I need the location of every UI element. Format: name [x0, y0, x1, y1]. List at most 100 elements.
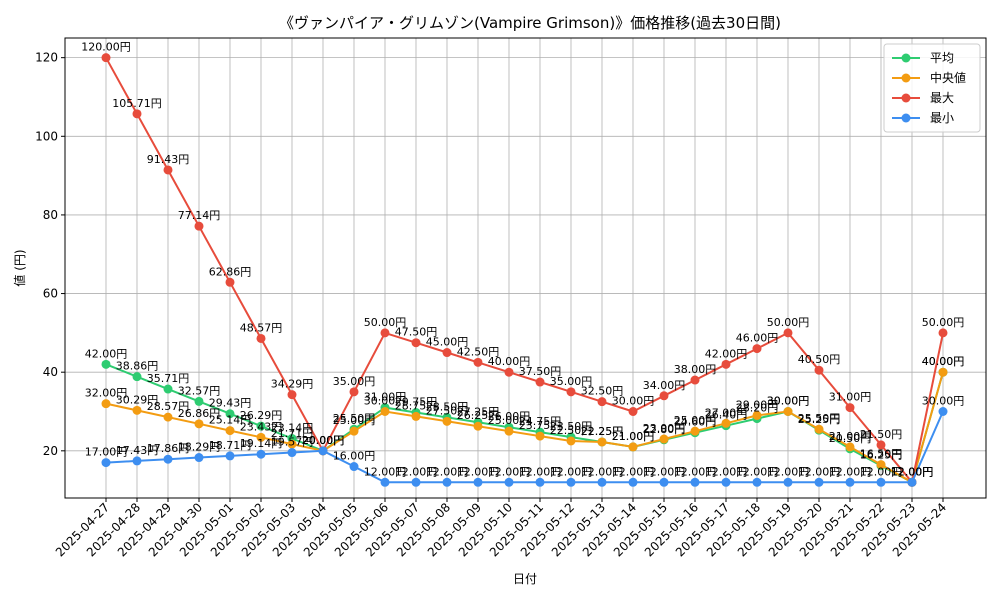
data-label: 35.71円: [147, 372, 190, 385]
data-point: [442, 416, 452, 426]
data-point: [194, 419, 204, 429]
data-label: 21.00円: [829, 430, 872, 443]
data-point: [225, 426, 235, 436]
data-point: [845, 477, 855, 487]
data-point: [814, 477, 824, 487]
data-label: 27.00円: [705, 406, 748, 419]
data-point: [473, 421, 483, 431]
data-label: 20.00円: [302, 434, 345, 447]
data-point: [845, 403, 855, 413]
data-point: [721, 359, 731, 369]
legend-entry: 最小: [930, 111, 954, 125]
data-label: 50.00円: [364, 316, 407, 329]
data-label: 25.00円: [488, 414, 531, 427]
data-label: 19.57円: [271, 436, 314, 449]
data-label: 27.50円: [426, 404, 469, 417]
data-label: 34.00円: [643, 379, 686, 392]
data-point: [101, 458, 111, 468]
legend-marker: [901, 73, 911, 83]
data-point: [411, 477, 421, 487]
data-point: [752, 344, 762, 354]
data-label: 20.50円: [829, 432, 872, 445]
data-label: 19.14円: [240, 437, 283, 450]
data-point: [132, 405, 142, 415]
data-point: [473, 357, 483, 367]
data-point: [256, 449, 266, 459]
data-point: [349, 387, 359, 397]
y-tick-label: 20: [43, 444, 58, 458]
data-label: 48.57円: [240, 321, 283, 334]
data-label: 20.00円: [302, 434, 345, 447]
series-line-1: [105, 371, 944, 484]
data-point: [535, 431, 545, 441]
data-label: 38.00円: [674, 363, 717, 376]
legend-box: [883, 43, 981, 133]
data-point: [194, 396, 204, 406]
data-point: [132, 456, 142, 466]
data-point: [690, 426, 700, 436]
data-label: 20.00円: [302, 434, 345, 447]
data-point: [783, 407, 793, 417]
data-label: 24.60円: [674, 416, 717, 429]
data-label: 32.57円: [178, 384, 221, 397]
x-axis-label: 日付: [513, 572, 537, 586]
data-label: 35.00円: [550, 375, 593, 388]
data-label: 12.00円: [891, 465, 934, 478]
data-label: 12.00円: [488, 465, 531, 478]
legend-entry: 平均: [930, 51, 954, 65]
data-label: 17.00円: [85, 446, 128, 459]
data-labels: 42.00円38.86円35.71円32.57円29.43円26.29円23.1…: [81, 41, 964, 479]
data-label: 28.57円: [147, 400, 190, 413]
data-point: [442, 348, 452, 358]
data-label: 12.00円: [519, 465, 562, 478]
data-point: [752, 477, 762, 487]
data-point: [566, 436, 576, 446]
data-label: 50.00円: [922, 316, 965, 329]
data-label: 21.00円: [612, 430, 655, 443]
data-point: [380, 328, 390, 338]
y-tick-label: 100: [35, 129, 58, 143]
data-point: [473, 477, 483, 487]
data-label: 29.75円: [395, 395, 438, 408]
data-label: 29.43円: [209, 397, 252, 410]
data-label: 23.14円: [271, 421, 314, 434]
data-label: 12.00円: [364, 465, 407, 478]
data-label: 62.86円: [209, 265, 252, 278]
data-label: 12.00円: [767, 465, 810, 478]
data-label: 12.00円: [891, 465, 934, 478]
data-label: 21.50円: [860, 428, 903, 441]
data-label: 37.50円: [519, 365, 562, 378]
data-point: [194, 453, 204, 463]
y-tick-label: 120: [35, 51, 58, 65]
data-point: [287, 439, 297, 449]
data-point: [566, 477, 576, 487]
data-label: 25.25円: [798, 413, 841, 426]
data-point: [504, 367, 514, 377]
data-label: 40.00円: [922, 355, 965, 368]
y-axis-label: 値 (円): [12, 249, 27, 286]
data-label: 16.00円: [333, 450, 376, 463]
data-label: 25.14円: [209, 414, 252, 427]
data-label: 18.71円: [209, 439, 252, 452]
data-label: 105.71円: [112, 97, 162, 110]
series-layer: [101, 53, 948, 487]
data-point: [907, 477, 917, 487]
data-label: 40.00円: [488, 355, 531, 368]
data-point: [721, 418, 731, 428]
data-label: 27.25円: [457, 405, 500, 418]
data-label: 23.00円: [643, 422, 686, 435]
data-label: 29.00円: [736, 398, 779, 411]
data-point: [380, 407, 390, 417]
data-label: 12.00円: [829, 465, 872, 478]
data-point: [411, 338, 421, 348]
data-point: [225, 409, 235, 419]
data-label: 30.00円: [922, 395, 965, 408]
data-label: 18.29円: [178, 441, 221, 454]
data-label: 42.00円: [705, 347, 748, 360]
data-label: 28.20円: [736, 402, 779, 415]
data-label: 38.86円: [116, 360, 159, 373]
data-point: [163, 384, 173, 394]
data-label: 25.00円: [674, 414, 717, 427]
data-label: 12.00円: [426, 465, 469, 478]
